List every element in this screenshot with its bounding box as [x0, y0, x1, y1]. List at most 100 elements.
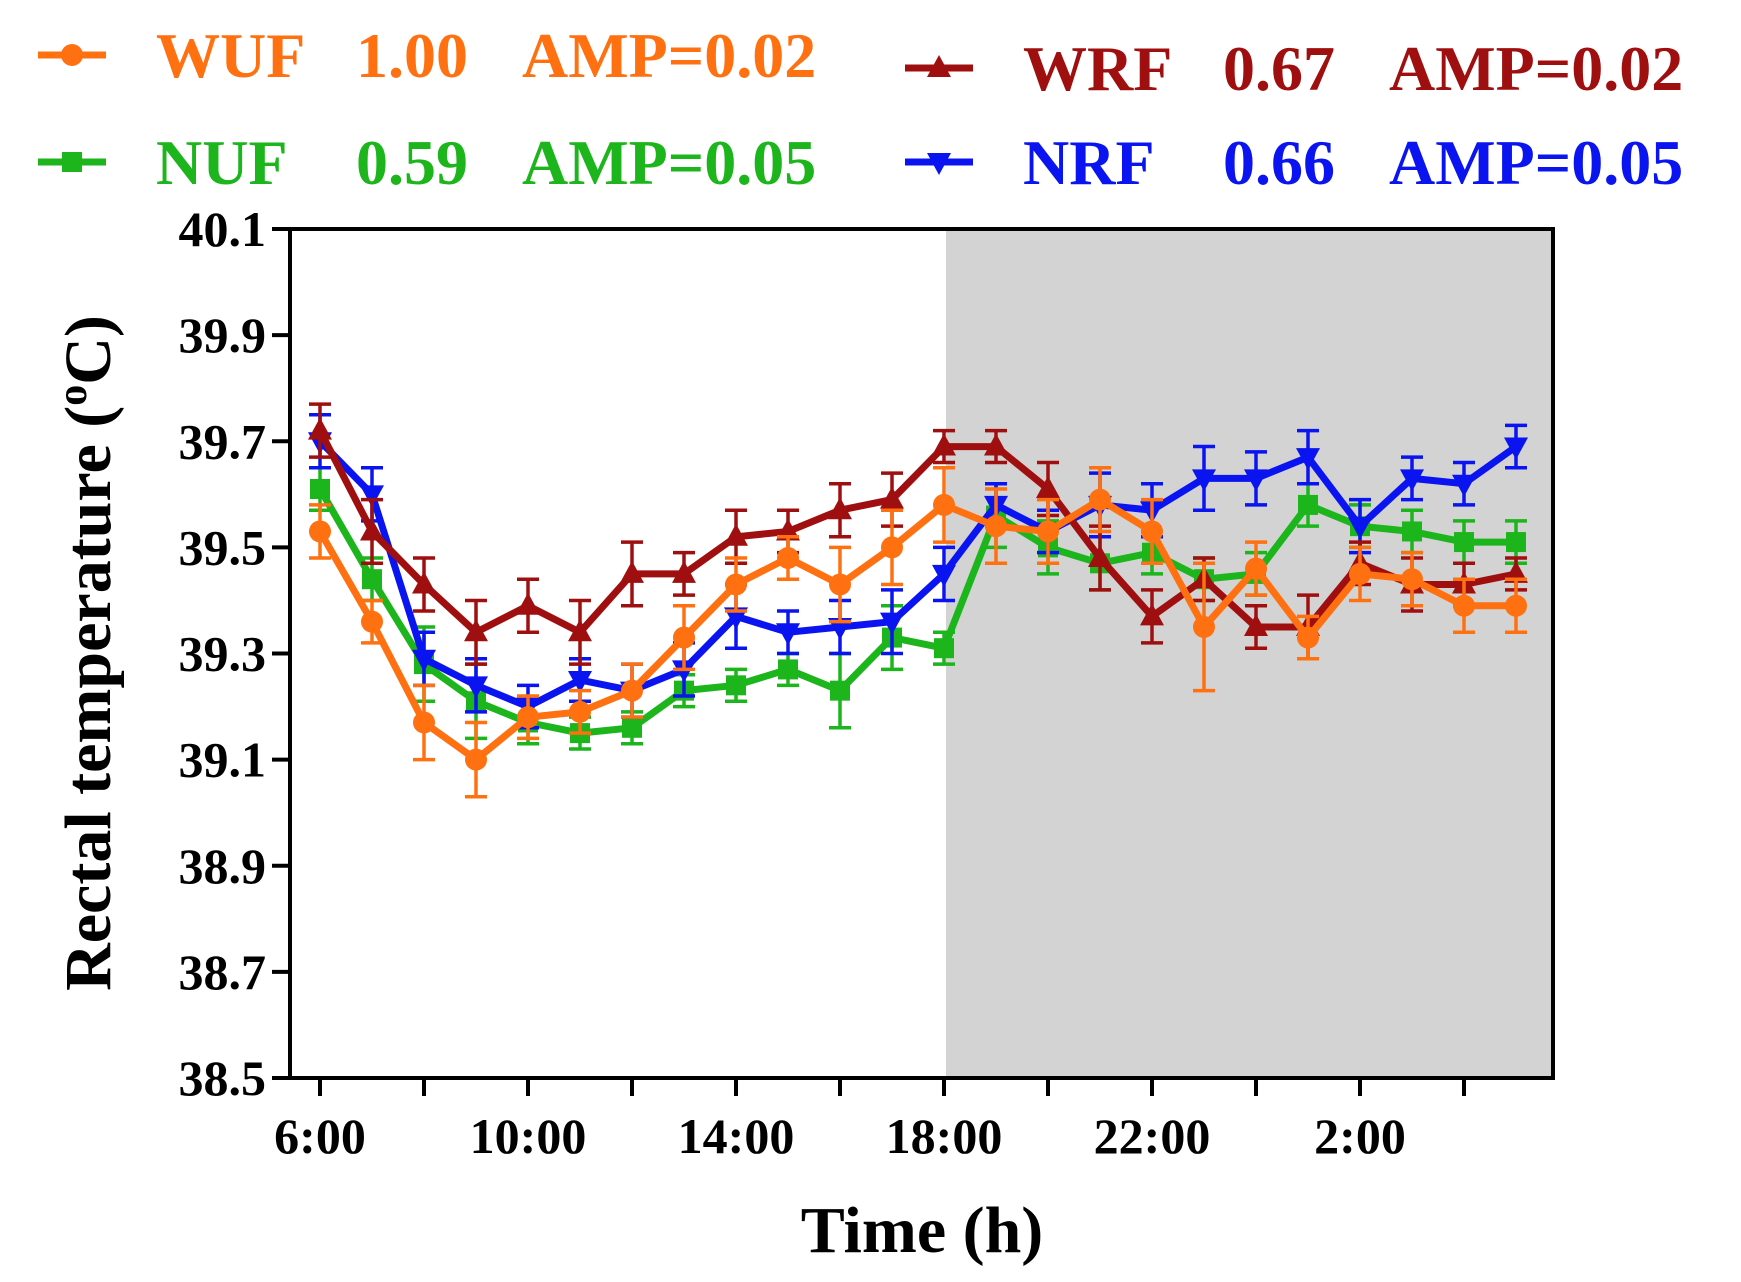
point-marker	[1298, 494, 1318, 515]
legend-amplitude: AMP=0.05	[1389, 127, 1683, 198]
point-marker	[1402, 521, 1422, 542]
point-marker	[1089, 488, 1111, 511]
point-marker	[1192, 469, 1216, 492]
x-tick-label: 14:00	[678, 1108, 795, 1164]
y-axis-title: Rectal temperature (oC)	[50, 315, 125, 991]
point-marker	[360, 518, 384, 541]
point-marker	[1349, 562, 1371, 585]
point-marker	[830, 680, 850, 701]
legend-entry-nrf: NRF 0.66 AMP=0.05	[905, 127, 1683, 198]
point-marker	[465, 748, 487, 771]
point-marker	[828, 497, 852, 520]
point-marker	[778, 659, 798, 680]
legend-correlation: 0.67	[1223, 33, 1335, 104]
night-shade	[946, 229, 1553, 1078]
point-marker	[1140, 603, 1164, 626]
series-line	[316, 496, 1516, 764]
point-marker	[1088, 544, 1112, 567]
y-tick-label: 39.3	[179, 626, 267, 682]
x-tick-label: 18:00	[886, 1108, 1003, 1164]
point-marker	[310, 479, 330, 500]
point-marker	[927, 55, 951, 77]
point-marker	[673, 626, 695, 649]
y-tick-label: 39.7	[179, 413, 267, 469]
point-marker	[777, 546, 799, 569]
series-wuf	[309, 466, 1527, 799]
point-marker	[1141, 520, 1163, 543]
point-marker	[1504, 560, 1528, 583]
point-marker	[934, 638, 954, 659]
y-tick-label: 38.7	[179, 944, 267, 1000]
point-marker	[985, 515, 1007, 538]
point-marker	[568, 671, 592, 694]
legend-correlation: 0.59	[356, 127, 468, 198]
point-marker	[1453, 594, 1475, 617]
point-marker	[568, 619, 592, 642]
point-marker	[726, 675, 746, 696]
y-tick-label: 39.9	[179, 307, 267, 363]
point-marker	[308, 417, 332, 440]
point-marker	[1245, 557, 1267, 580]
point-marker	[464, 619, 488, 642]
point-marker	[1244, 613, 1268, 636]
y-tick-label: 38.9	[179, 838, 267, 894]
point-marker	[362, 569, 382, 590]
y-axis-title-text: Rectal temperature (	[52, 406, 125, 991]
point-marker	[361, 610, 383, 633]
y-axis-title-unit: C)	[52, 315, 125, 385]
point-marker	[1244, 469, 1268, 492]
point-marker	[1454, 532, 1474, 553]
point-marker	[360, 485, 384, 508]
point-marker	[569, 700, 591, 723]
y-tick-label: 40.1	[179, 201, 267, 257]
point-marker	[412, 649, 436, 672]
x-tick-label: 10:00	[470, 1108, 587, 1164]
point-marker	[672, 560, 696, 583]
point-marker	[412, 571, 436, 594]
point-marker	[1505, 594, 1527, 617]
point-marker	[1504, 437, 1528, 460]
point-marker	[933, 493, 955, 516]
legend-name: WUF	[156, 20, 305, 91]
legend-amplitude: AMP=0.02	[522, 20, 816, 91]
point-marker	[1297, 626, 1319, 649]
point-marker	[61, 44, 83, 66]
point-marker	[880, 486, 904, 509]
point-marker	[725, 573, 747, 596]
point-marker	[724, 607, 748, 630]
legend-correlation: 1.00	[356, 20, 468, 91]
x-tick-label: 2:00	[1314, 1108, 1406, 1164]
point-marker	[413, 711, 435, 734]
plot-area	[308, 229, 1553, 1078]
x-tick-label: 6:00	[274, 1108, 366, 1164]
point-marker	[516, 592, 540, 615]
point-marker	[672, 660, 696, 683]
y-tick-label: 39.1	[179, 732, 267, 788]
legend-amplitude: AMP=0.02	[1389, 33, 1683, 104]
axes: 38.5 38.7 38.9 39.1 39.3 39.5 39.7 39.9 40.1 6:00…	[50, 201, 1555, 1267]
legend-name: NUF	[156, 127, 288, 198]
legend-entry-nuf: NUF 0.59 AMP=0.05	[38, 127, 816, 198]
y-tick-label: 39.5	[179, 519, 267, 575]
point-marker	[1193, 615, 1215, 638]
point-marker	[776, 623, 800, 646]
legend-amplitude: AMP=0.05	[522, 127, 816, 198]
point-marker	[1296, 448, 1320, 471]
point-marker	[932, 564, 956, 587]
point-marker	[984, 433, 1008, 456]
point-marker	[62, 152, 82, 172]
x-tick-label: 22:00	[1094, 1108, 1211, 1164]
point-marker	[622, 717, 642, 738]
point-marker	[1036, 476, 1060, 499]
point-marker	[464, 676, 488, 699]
legend-name: NRF	[1023, 127, 1155, 198]
point-marker	[620, 560, 644, 583]
point-marker	[1452, 474, 1476, 497]
point-marker	[881, 536, 903, 559]
point-marker	[309, 520, 331, 543]
legend-correlation: 0.66	[1223, 127, 1335, 198]
y-axis-title-superscript: o	[50, 385, 96, 406]
point-marker	[776, 518, 800, 541]
